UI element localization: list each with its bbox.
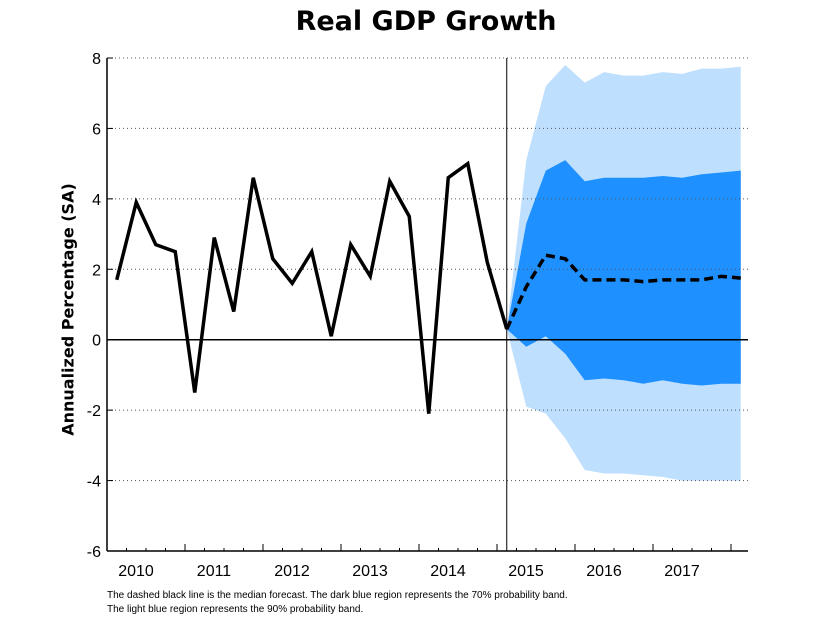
x-tick-label: 2013 — [352, 563, 388, 580]
x-tick-label: 2014 — [430, 563, 466, 580]
x-tick-label: 2015 — [508, 563, 544, 580]
y-tick-label: 0 — [92, 333, 101, 350]
x-tick-label: 2012 — [274, 563, 310, 580]
chart-title: Real GDP Growth — [295, 6, 557, 37]
y-tick-label: 2 — [92, 262, 101, 279]
x-tick-label: 2016 — [586, 563, 622, 580]
y-tick-label: -6 — [87, 544, 101, 561]
x-tick-label: 2017 — [664, 563, 700, 580]
median-forecast-line — [505, 253, 741, 330]
footnote-1: The dashed black line is the median fore… — [107, 590, 568, 601]
x-tick-label: 2011 — [197, 563, 232, 580]
band-70 — [506, 160, 741, 386]
footnote-2: The light blue region represents the 90%… — [107, 604, 364, 615]
y-tick-label: -2 — [87, 403, 101, 420]
y-tick-label: -4 — [87, 474, 101, 491]
y-tick-label: 8 — [92, 51, 101, 68]
history-line — [115, 160, 509, 414]
y-tick-label: 6 — [92, 121, 101, 138]
y-tick-label: 4 — [92, 192, 101, 209]
x-tick-label: 2010 — [118, 563, 154, 580]
